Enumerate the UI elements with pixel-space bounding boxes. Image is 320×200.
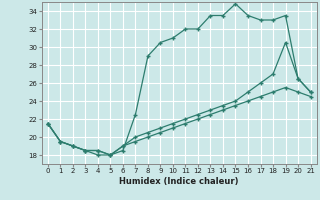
X-axis label: Humidex (Indice chaleur): Humidex (Indice chaleur) xyxy=(119,177,239,186)
